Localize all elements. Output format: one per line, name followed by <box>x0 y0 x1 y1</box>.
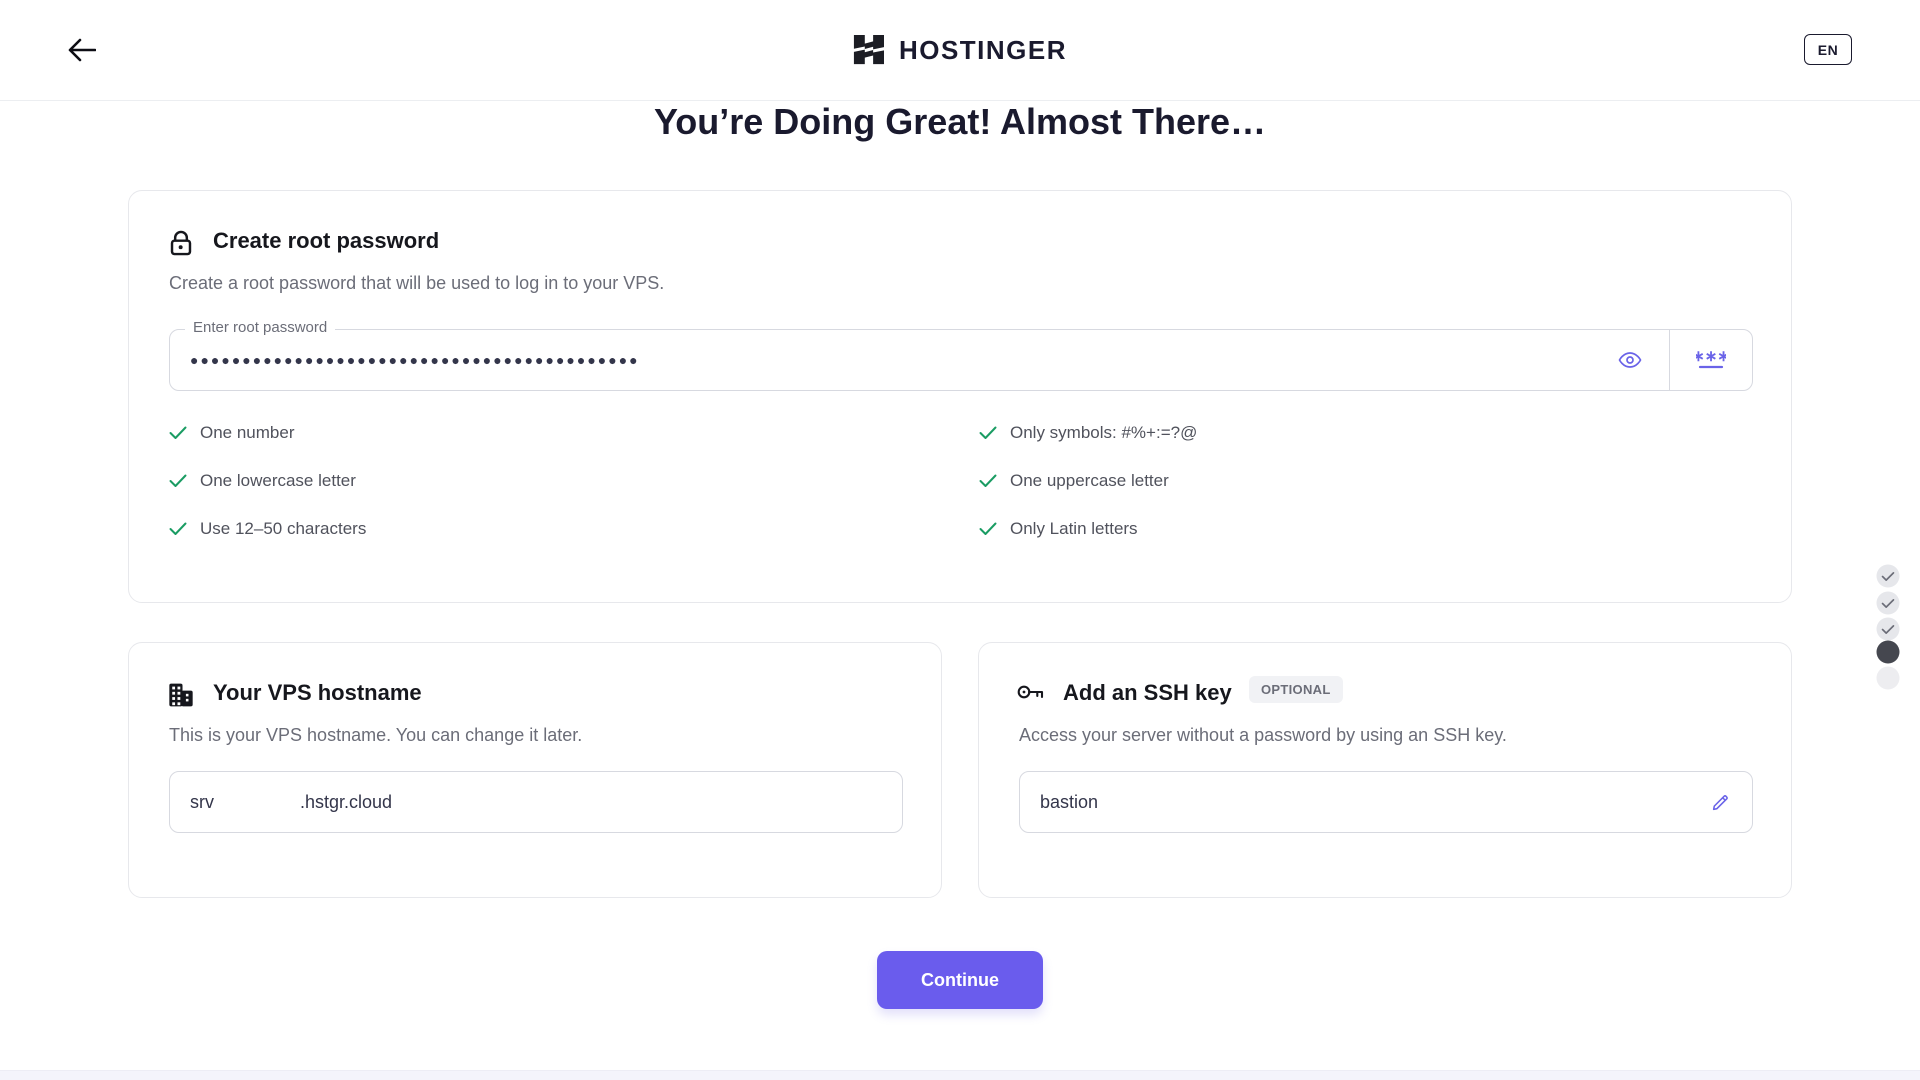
svg-text:∗∗∗: ∗∗∗ <box>1696 348 1726 365</box>
